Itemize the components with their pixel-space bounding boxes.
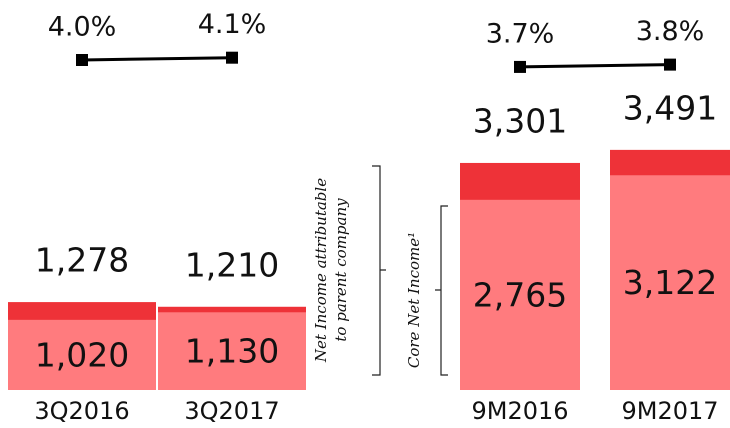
bar bbox=[158, 312, 306, 390]
data-label: 1,020 bbox=[35, 335, 129, 374]
x-tick-label: 9M2017 bbox=[621, 397, 718, 425]
data-label: 4.0% bbox=[48, 12, 117, 43]
marker bbox=[76, 54, 88, 66]
line bbox=[81, 56, 233, 62]
marker bbox=[514, 60, 526, 73]
bracket bbox=[372, 165, 386, 376]
data-label: 1,278 bbox=[35, 241, 129, 280]
annotation: to parent company bbox=[332, 198, 350, 342]
data-label: 3.7% bbox=[486, 18, 555, 49]
x-tick-label: 3Q2017 bbox=[184, 397, 279, 425]
x-tick-label: 3Q2016 bbox=[34, 397, 129, 425]
bar bbox=[8, 319, 156, 390]
x-tick-label: 9M2016 bbox=[471, 397, 568, 425]
bar bbox=[610, 175, 730, 390]
bracket bbox=[435, 205, 448, 376]
data-label: 3,122 bbox=[623, 263, 717, 302]
data-label: 3,491 bbox=[623, 88, 717, 127]
annotation: Core Net Income¹ bbox=[405, 232, 423, 368]
line bbox=[519, 63, 671, 69]
data-label: 4.1% bbox=[198, 9, 267, 40]
annotation: Net Income attributable bbox=[312, 178, 330, 363]
data-label: 3,301 bbox=[473, 101, 567, 140]
marker bbox=[664, 58, 676, 71]
data-label: 1,130 bbox=[185, 332, 279, 371]
data-label: 3.8% bbox=[636, 16, 705, 47]
data-label: 1,210 bbox=[185, 245, 279, 284]
marker bbox=[226, 51, 238, 64]
data-label: 2,765 bbox=[473, 275, 567, 314]
bar bbox=[460, 199, 580, 390]
